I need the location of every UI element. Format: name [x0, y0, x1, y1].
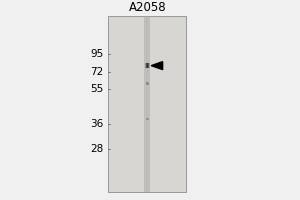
Text: 72: 72	[90, 67, 104, 77]
Polygon shape	[151, 62, 163, 70]
Text: 55: 55	[90, 84, 104, 94]
Bar	[108, 16, 186, 192]
Text: 28: 28	[90, 144, 104, 154]
Bar	[145, 16, 150, 192]
Text: 36: 36	[90, 119, 104, 129]
Text: A2058: A2058	[129, 1, 166, 14]
Bar	[108, 16, 186, 192]
Text: 95: 95	[90, 49, 104, 59]
